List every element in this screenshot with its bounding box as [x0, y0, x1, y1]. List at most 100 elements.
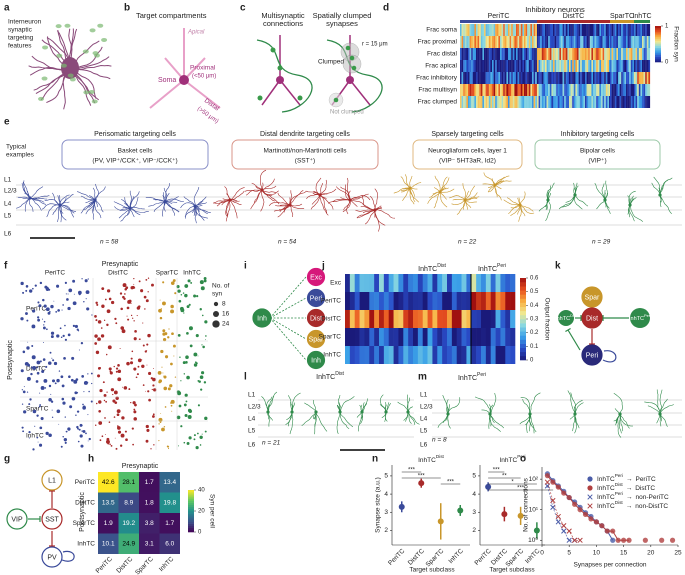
node-label: L1 — [48, 477, 56, 484]
synapse-dot — [52, 359, 55, 362]
heat-cell — [586, 36, 589, 48]
synapse-dot — [184, 414, 188, 418]
heat-cell — [508, 84, 510, 96]
node-label: Peri — [310, 295, 323, 302]
heat-cell — [565, 60, 568, 72]
synapse-dot — [94, 315, 97, 318]
heat-cell — [635, 96, 638, 108]
synapse-dot — [145, 390, 146, 392]
synapse-dot — [137, 365, 140, 368]
heat-cell — [532, 84, 534, 96]
neurite — [653, 176, 661, 196]
synapse-dot — [28, 431, 31, 434]
synapse-dot — [44, 285, 48, 289]
soma — [260, 188, 264, 192]
heat-cell — [618, 96, 620, 108]
heat-cell — [596, 84, 598, 96]
heat-cell — [554, 24, 557, 36]
label: PeriTC — [387, 547, 406, 566]
heat-cell — [580, 96, 582, 108]
heat-cell — [546, 96, 549, 108]
colorbar-cell — [188, 496, 194, 499]
synapse-dot — [169, 384, 173, 388]
heat-cell — [638, 60, 641, 72]
neurite — [349, 199, 358, 207]
heat-cell — [554, 36, 557, 48]
neurite — [520, 397, 531, 415]
label: Frac multisyn — [418, 87, 457, 94]
heat-cell — [551, 60, 554, 72]
heat-cell — [570, 60, 573, 72]
heat-cell — [393, 292, 399, 310]
heat-cell — [408, 310, 414, 328]
legend-label: InhTCPeri → PeriTC — [597, 473, 656, 482]
neurite — [601, 183, 606, 201]
neurite — [437, 413, 449, 428]
synapse-dot — [45, 365, 48, 368]
synapse-dot — [121, 329, 126, 334]
panel-letter: d — [383, 3, 389, 14]
synapse-dot — [28, 437, 30, 439]
heat-cell — [413, 328, 419, 346]
neurite — [570, 392, 577, 415]
heat-cell — [466, 346, 472, 364]
heat-cell — [562, 60, 565, 72]
heat-cell — [614, 60, 617, 72]
synapse-dot — [46, 328, 48, 331]
heat-cell — [442, 274, 448, 292]
synapse-dot — [109, 443, 111, 446]
label: 8 — [222, 301, 226, 308]
synapse-blob — [64, 23, 71, 28]
synapse-dot — [186, 442, 190, 445]
synapse-dot — [94, 342, 98, 345]
heat-cell — [614, 72, 617, 84]
heat-cell — [586, 84, 589, 96]
synapse-dot — [193, 352, 198, 357]
heat-cell — [345, 328, 351, 346]
synapse-dot — [60, 375, 64, 379]
synapse-dot — [147, 277, 150, 279]
heat-cell — [593, 96, 595, 108]
colorbar-cell — [520, 319, 526, 324]
node — [581, 307, 603, 329]
group-bar — [610, 20, 634, 23]
synapse-dot — [188, 436, 192, 440]
label-part: InhTC — [500, 457, 518, 464]
heat-cell — [635, 60, 638, 72]
heat-cell — [585, 48, 587, 60]
synapse-dot — [161, 427, 165, 432]
heat-cell — [118, 513, 139, 534]
neurite — [77, 191, 96, 201]
heat-cell — [601, 24, 603, 36]
heat-cell — [495, 346, 501, 364]
neurite — [59, 204, 75, 218]
heat-cell — [533, 24, 536, 36]
heat-cell — [577, 36, 579, 48]
heat-cell — [575, 24, 578, 36]
neurite — [194, 205, 205, 221]
dendrite — [349, 79, 371, 106]
synapse-dot — [29, 289, 33, 293]
neurite — [567, 390, 576, 415]
label: InhTCDist — [418, 263, 446, 273]
synapse-dot — [88, 437, 91, 441]
heat-cell — [464, 48, 467, 60]
heat-cell — [359, 328, 365, 346]
label: Bipolar cells — [580, 148, 616, 155]
synapse-dot — [25, 285, 29, 288]
synapse-dot — [34, 284, 37, 287]
heat-cell — [632, 36, 635, 48]
label-part: InhTC — [458, 375, 477, 382]
heat-cell — [383, 310, 390, 328]
synapse-dot — [49, 351, 52, 354]
label: Multisynaptic — [261, 11, 305, 20]
label: n = 54 — [278, 239, 297, 246]
heat-cell — [537, 60, 539, 72]
synapse-dot — [201, 371, 205, 375]
heat-cell — [618, 36, 620, 48]
heat-cell — [504, 72, 507, 84]
heat-cell — [525, 72, 528, 84]
colorbar-cell — [520, 278, 526, 283]
neurite — [361, 398, 369, 413]
node-label: Inh — [257, 315, 267, 322]
